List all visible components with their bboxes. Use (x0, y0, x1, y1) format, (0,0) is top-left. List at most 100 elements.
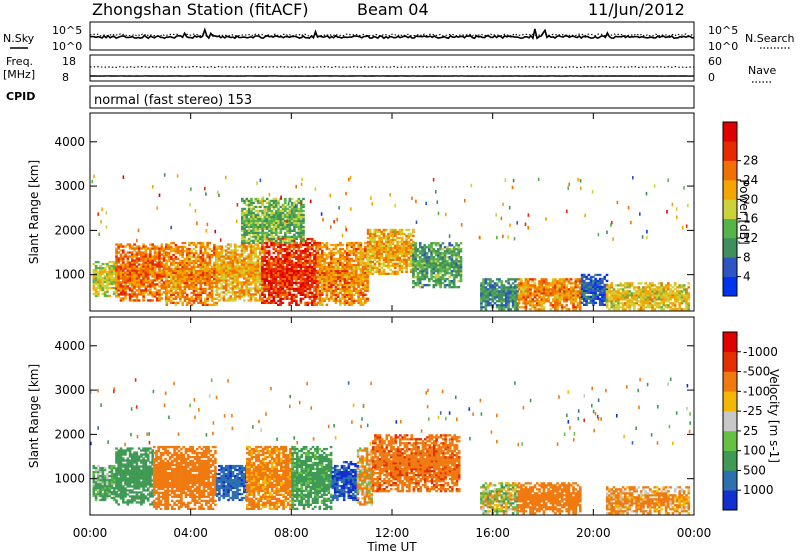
power-cell (297, 217, 301, 221)
power-cell (267, 273, 271, 277)
power-cell (556, 298, 559, 301)
power-cell (480, 290, 483, 293)
power-cell (339, 243, 342, 247)
power-cell (361, 281, 365, 285)
power-cell (316, 273, 320, 277)
power-cell (172, 287, 175, 290)
power-cell (231, 289, 235, 292)
power-cell (587, 297, 591, 300)
power-cell (308, 275, 312, 279)
power-cell (580, 289, 584, 292)
power-cell (199, 289, 203, 292)
power-cell (321, 267, 324, 271)
power-cell (279, 245, 282, 249)
power-cell (101, 276, 105, 280)
power-cell (327, 253, 331, 257)
power-cell (190, 291, 193, 294)
power-cell (389, 244, 393, 248)
power-cell (128, 273, 132, 276)
power-cell (190, 271, 193, 275)
power-cell (547, 294, 550, 297)
power-cell (243, 223, 246, 226)
power-cell (146, 259, 150, 262)
power-cell (361, 301, 365, 304)
power-cell (439, 282, 442, 285)
power-cell (197, 259, 200, 263)
power-cell (201, 287, 205, 290)
power-cell (275, 205, 278, 209)
power-cell (325, 303, 329, 306)
power-cell (293, 211, 296, 215)
power-cell (563, 284, 566, 287)
power-cell (137, 293, 141, 296)
power-cell (153, 277, 157, 280)
power-cell (389, 238, 393, 242)
power-cell (574, 286, 578, 289)
power-cell (556, 288, 559, 291)
power-cell (387, 238, 390, 242)
power-cell (369, 230, 372, 234)
power-cell (459, 266, 463, 269)
power-cell (288, 243, 291, 247)
power-cell (443, 272, 447, 275)
power-cell (250, 215, 253, 219)
power-cell (274, 301, 278, 304)
power-cell (204, 279, 207, 283)
power-cell (400, 260, 404, 263)
power-cell (281, 221, 285, 224)
power-cell (179, 259, 182, 263)
power-cell (249, 293, 253, 296)
power-cell (218, 273, 221, 276)
power-cell (181, 265, 184, 269)
power-cell (396, 256, 399, 259)
power-cell (457, 248, 460, 251)
noise-strip: N.Sky 10^5 10^0 10^5 10^0 N.Search (3, 21, 795, 53)
power-cell (245, 255, 248, 258)
power-cell (194, 249, 198, 253)
power-cell (511, 306, 515, 309)
power-cell (587, 289, 591, 292)
power-cell (355, 269, 358, 273)
power-cell (240, 267, 244, 270)
power-cell (339, 261, 342, 265)
power-cell (526, 300, 530, 303)
power-cell (240, 261, 244, 264)
power-cell (332, 243, 335, 247)
power-cell (192, 263, 196, 267)
power-cell (396, 272, 399, 275)
power-cell (236, 275, 239, 278)
power-cell (540, 292, 544, 295)
power-cell (252, 223, 255, 226)
power-cell (536, 302, 539, 305)
power-cell (115, 257, 118, 260)
power-cell (170, 241, 173, 245)
power-cell (293, 219, 296, 223)
power-cell (231, 257, 235, 260)
power-cell (545, 290, 548, 293)
power-cell (516, 290, 519, 293)
power-cell (371, 256, 374, 259)
power-cell (179, 283, 182, 287)
power-cell (218, 251, 221, 254)
power-cell (151, 273, 154, 276)
power-cell (339, 263, 342, 267)
power-cell (292, 297, 296, 300)
power-cell (274, 279, 278, 283)
power-cell (124, 287, 127, 290)
power-cell (274, 269, 278, 273)
power-cell (498, 298, 501, 301)
power-cell (224, 281, 228, 284)
power-cell (258, 297, 262, 300)
power-cell (299, 213, 303, 217)
power-cell (140, 279, 143, 282)
power-cell (215, 297, 219, 300)
power-cell (110, 278, 114, 282)
power-cell (299, 269, 303, 273)
power-cell (580, 301, 584, 304)
power-cell (500, 302, 504, 305)
power-cell (176, 295, 180, 298)
power-cell (220, 285, 223, 288)
power-cell (140, 259, 143, 262)
power-cell (247, 259, 251, 262)
power-cell (179, 285, 182, 289)
